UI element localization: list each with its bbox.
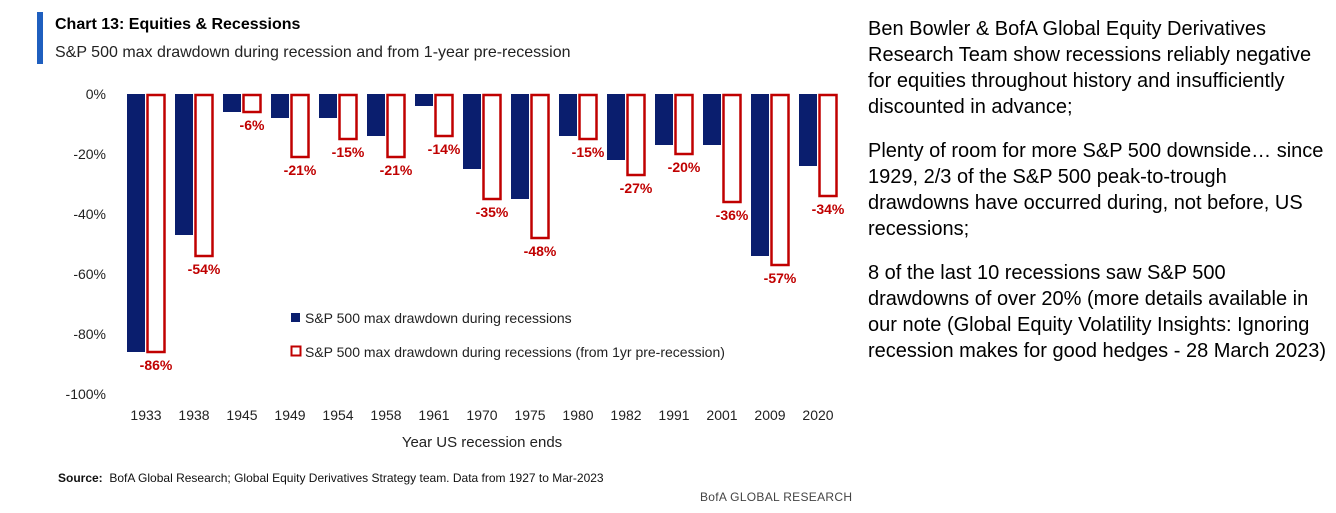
bar-during-recession (703, 94, 721, 145)
bar-during-recession (463, 94, 481, 169)
data-label: -15% (572, 144, 605, 160)
legend-swatch-pre (290, 345, 302, 357)
data-label: -27% (620, 180, 653, 196)
bar-during-recession (175, 94, 193, 235)
y-tick-label: -100% (66, 386, 106, 402)
bar-pre-recession (194, 93, 214, 258)
bar-pre-recession (578, 93, 598, 141)
bar-pre-recession (146, 93, 166, 354)
x-tick-label: 1975 (514, 407, 545, 423)
bar-pre-recession (482, 93, 502, 201)
data-label: -15% (332, 144, 365, 160)
drawdown-bar-chart: 0% -20% -40% -60% -80% -100% -86% 1933 -54% 1938 -… (66, 86, 845, 451)
bar-pre-recession (818, 93, 838, 198)
bar-pre-recession (770, 93, 790, 267)
y-tick-label: -20% (73, 146, 106, 162)
bar-during-recession (607, 94, 625, 160)
x-tick-label: 1980 (562, 407, 593, 423)
bar-during-recession (511, 94, 529, 199)
commentary-paragraph-3: 8 of the last 10 recessions saw S&P 500 … (868, 262, 1327, 362)
data-label: -20% (668, 159, 701, 175)
bar-pre-recession (290, 93, 310, 159)
data-label: -21% (380, 162, 413, 178)
bar-during-recession (127, 94, 145, 352)
bar-pre-recession (338, 93, 358, 141)
y-tick-label: -60% (73, 266, 106, 282)
bar-pre-recession (674, 93, 694, 156)
bar-pre-recession (386, 93, 406, 159)
x-tick-label: 1949 (274, 407, 305, 423)
commentary-paragraph-1: Ben Bowler & BofA Global Equity Derivati… (868, 18, 1312, 118)
bar-during-recession (799, 94, 817, 166)
data-label: -6% (240, 117, 265, 133)
commentary-paragraph-2: Plenty of room for more S&P 500 downside… (868, 140, 1324, 240)
bar-during-recession (751, 94, 769, 256)
bar-pre-recession (530, 93, 550, 240)
y-tick-label: -40% (73, 206, 106, 222)
commentary-panel: Ben Bowler & BofA Global Equity Derivati… (868, 16, 1328, 382)
bar-during-recession (415, 94, 433, 106)
source-note: Source: BofA Global Research; Global Equ… (58, 471, 604, 485)
legend-swatch-during (291, 313, 300, 322)
brand-footer: BofA GLOBAL RESEARCH (700, 490, 853, 504)
data-label: -54% (188, 261, 221, 277)
x-tick-label: 1961 (418, 407, 449, 423)
bar-pre-recession (434, 93, 454, 138)
chart-subtitle: S&P 500 max drawdown during recession an… (55, 44, 571, 61)
bar-during-recession (271, 94, 289, 118)
bar-during-recession (559, 94, 577, 136)
source-text: BofA Global Research; Global Equity Deri… (109, 471, 604, 485)
data-label: -57% (764, 270, 797, 286)
bar-pre-recession (722, 93, 742, 204)
data-label: -86% (140, 357, 173, 373)
data-label: -35% (476, 204, 509, 220)
x-tick-label: 1954 (322, 407, 353, 423)
x-tick-label: 1938 (178, 407, 209, 423)
legend-label-pre: S&P 500 max drawdown during recessions (… (305, 344, 725, 360)
bar-during-recession (655, 94, 673, 145)
bar-during-recession (367, 94, 385, 136)
x-tick-label: 1991 (658, 407, 689, 423)
y-tick-label: 0% (86, 86, 106, 102)
data-label: -21% (284, 162, 317, 178)
bar-pre-recession (242, 93, 262, 114)
x-tick-label: 2020 (802, 407, 833, 423)
x-tick-label: 2009 (754, 407, 785, 423)
bar-during-recession (223, 94, 241, 112)
x-tick-label: 1982 (610, 407, 641, 423)
data-label: -48% (524, 243, 557, 259)
data-label: -14% (428, 141, 461, 157)
x-tick-label: 2001 (706, 407, 737, 423)
data-label: -34% (812, 201, 845, 217)
y-tick-label: -80% (73, 326, 106, 342)
chart-title: Chart 13: Equities & Recessions (55, 16, 301, 33)
legend-label-during: S&P 500 max drawdown during recessions (305, 310, 572, 326)
title-accent-bar (37, 12, 43, 64)
source-label: Source: (58, 471, 103, 485)
x-tick-label: 1933 (130, 407, 161, 423)
x-tick-label: 1970 (466, 407, 497, 423)
bar-pre-recession (626, 93, 646, 177)
data-label: -36% (716, 207, 749, 223)
bar-during-recession (319, 94, 337, 118)
x-axis-title: Year US recession ends (402, 434, 562, 451)
x-tick-label: 1958 (370, 407, 401, 423)
x-tick-label: 1945 (226, 407, 257, 423)
